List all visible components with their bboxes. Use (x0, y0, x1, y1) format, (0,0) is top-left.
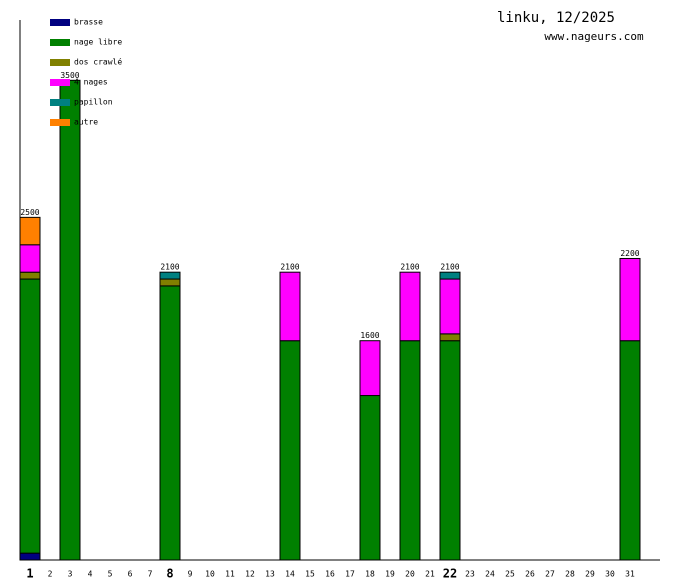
bar-segment (59, 79, 81, 561)
x-tick-label: 29 (585, 570, 595, 579)
legend-label: brasse (74, 18, 103, 27)
x-tick-label: 17 (345, 570, 355, 579)
x-tick-label: 8 (166, 567, 173, 580)
chart-title: linku, 12/2025 (497, 10, 615, 26)
legend-label: nage libre (74, 38, 122, 47)
x-tick-label: 20 (405, 570, 415, 579)
x-tick-label: 4 (88, 570, 93, 579)
x-tick-label: 23 (465, 570, 475, 579)
bar-segment (19, 216, 41, 246)
bar-segment (159, 285, 181, 561)
bar-segment (19, 271, 41, 280)
bar-segment (399, 340, 421, 561)
x-tick-label: 26 (525, 570, 535, 579)
x-tick-label: 12 (245, 570, 255, 579)
value-label: 2100 (280, 263, 299, 272)
x-tick-label: 13 (265, 570, 275, 579)
x-tick-label: 27 (545, 570, 555, 579)
bar-segment (619, 257, 641, 342)
bar-segment (439, 278, 461, 335)
x-tick-label: 22 (443, 567, 457, 580)
x-tick-label: 18 (365, 570, 375, 579)
x-tick-label: 24 (485, 570, 495, 579)
legend-swatch (50, 79, 70, 86)
chart-subtitle: www.nageurs.com (544, 30, 644, 43)
x-tick-label: 28 (565, 570, 575, 579)
bar-segment (19, 552, 41, 561)
bar-segment (439, 340, 461, 561)
legend-swatch (50, 39, 70, 46)
x-tick-label: 6 (128, 570, 133, 579)
bar-segment (439, 271, 461, 280)
bar-segment (19, 244, 41, 273)
x-tick-label: 9 (188, 570, 193, 579)
x-tick-label: 5 (108, 570, 113, 579)
legend-label: 4 nages (74, 78, 108, 87)
x-tick-label: 10 (205, 570, 215, 579)
value-label: 2100 (440, 263, 459, 272)
bar-segment (279, 340, 301, 561)
value-label: 2100 (160, 263, 179, 272)
bar-segment (359, 395, 381, 561)
x-tick-label: 7 (148, 570, 153, 579)
legend-swatch (50, 19, 70, 26)
legend-label: papillon (74, 98, 113, 107)
x-tick-label: 11 (225, 570, 235, 579)
value-label: 2500 (20, 208, 39, 217)
x-tick-label: 2 (48, 570, 53, 579)
bar-segment (619, 340, 641, 561)
value-label: 1600 (360, 331, 379, 340)
legend-label: autre (74, 118, 98, 127)
bar-segment (399, 271, 421, 342)
legend-label: dos crawlé (74, 57, 122, 67)
legend-swatch (50, 99, 70, 106)
x-tick-label: 30 (605, 570, 615, 579)
x-tick-label: 21 (425, 570, 435, 579)
value-label: 2100 (400, 263, 419, 272)
bar-segment (159, 271, 181, 280)
legend-swatch (50, 59, 70, 66)
value-label: 3500 (60, 71, 79, 80)
x-tick-label: 14 (285, 570, 295, 579)
value-label: 2200 (620, 249, 639, 258)
bar-segment (279, 271, 301, 342)
bar-segment (159, 278, 181, 287)
bar-segment (19, 278, 41, 554)
x-tick-label: 16 (325, 570, 335, 579)
legend-swatch (50, 119, 70, 126)
x-tick-label: 25 (505, 570, 515, 579)
x-tick-label: 15 (305, 570, 315, 579)
x-tick-label: 31 (625, 570, 635, 579)
x-tick-label: 1 (26, 567, 33, 580)
bar-segment (439, 333, 461, 342)
bar-segment (359, 340, 381, 397)
x-tick-label: 3 (68, 570, 73, 579)
x-tick-label: 19 (385, 570, 395, 579)
